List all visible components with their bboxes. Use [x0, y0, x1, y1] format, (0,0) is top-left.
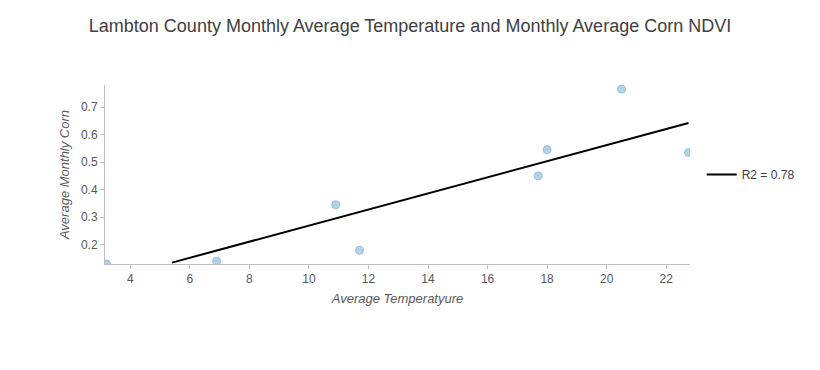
svg-text:0.4: 0.4 — [81, 183, 98, 197]
svg-text:0.6: 0.6 — [81, 128, 98, 142]
svg-text:R2 = 0.78: R2 = 0.78 — [742, 168, 795, 182]
svg-text:0.3: 0.3 — [81, 210, 98, 224]
svg-text:16: 16 — [481, 272, 495, 286]
svg-text:10: 10 — [302, 272, 316, 286]
svg-text:Lambton County Monthly Average: Lambton County Monthly Average Temperatu… — [89, 16, 731, 36]
svg-text:22: 22 — [660, 272, 674, 286]
svg-text:0.7: 0.7 — [81, 100, 98, 114]
svg-text:4: 4 — [127, 272, 134, 286]
svg-text:0.2: 0.2 — [81, 238, 98, 252]
svg-text:Average Monthly Corn: Average Monthly Corn — [57, 110, 72, 240]
svg-text:12: 12 — [362, 272, 376, 286]
svg-text:14: 14 — [421, 272, 435, 286]
svg-text:0.5: 0.5 — [81, 155, 98, 169]
svg-text:Average Temperatyure: Average Temperatyure — [331, 291, 464, 306]
svg-text:8: 8 — [246, 272, 253, 286]
svg-text:18: 18 — [540, 272, 554, 286]
svg-text:20: 20 — [600, 272, 614, 286]
svg-text:6: 6 — [187, 272, 194, 286]
